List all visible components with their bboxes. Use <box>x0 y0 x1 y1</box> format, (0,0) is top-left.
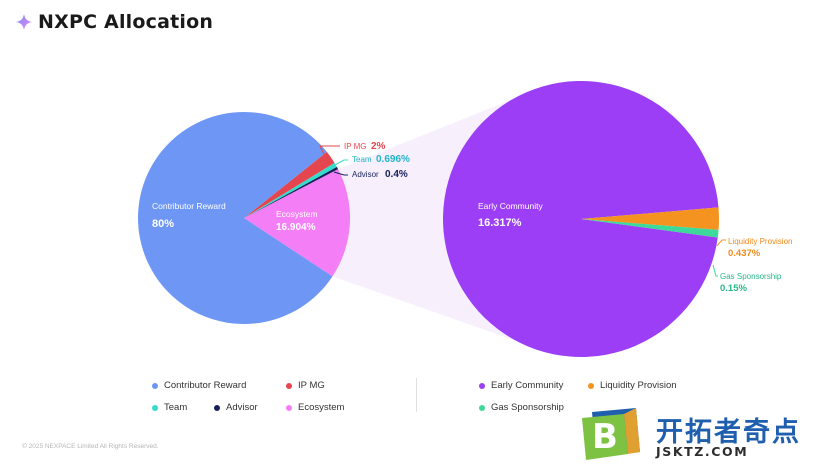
callout-label-liquidity-provision: Liquidity Provision <box>728 237 792 246</box>
legend-label: Liquidity Provision <box>600 380 677 391</box>
callout-value-liquidity-provision: 0.437% <box>728 248 761 259</box>
legend-divider <box>416 378 417 412</box>
slice-label-ecosystem: Ecosystem <box>276 209 318 219</box>
pie-slice-gas-sponsorship <box>581 219 719 238</box>
callout-line-team <box>330 159 348 168</box>
slice-value-contributor-reward: 80% <box>152 218 174 230</box>
pie-slice-team <box>244 162 337 218</box>
pie-slice-liquidity-provision <box>581 207 719 230</box>
legend-item-early-community: Early Community <box>479 380 563 391</box>
callout-label-advisor: Advisor <box>352 170 379 179</box>
pie-slice-ecosystem <box>244 169 351 277</box>
callout-label-team: Team <box>352 155 372 164</box>
slice-label-contributor-reward: Contributor Reward <box>152 201 226 211</box>
callout-line-advisor <box>333 171 348 176</box>
copyright-footer: © 2025 NEXPACE Limited All Rights Reserv… <box>22 443 159 450</box>
legend-dot <box>286 404 292 411</box>
slice-label-early-community: Early Community <box>478 201 543 211</box>
slice-value-ecosystem: 16.904% <box>276 222 316 233</box>
legend-label: Gas Sponsorship <box>491 402 564 413</box>
site-domain: JSKTZ.COM <box>656 444 749 459</box>
callout-label-ip-mg: IP MG <box>344 142 367 151</box>
site-name: 开拓者奇点 <box>656 417 801 448</box>
header: NXPC Allocation <box>16 8 213 36</box>
legend-item-ip-mg: IP MG <box>286 380 325 391</box>
page-title: NXPC Allocation <box>38 11 214 33</box>
legend-dot <box>214 404 220 411</box>
legend-label: Contributor Reward <box>164 380 247 391</box>
site-watermark: B 开拓者奇点 JSKTZ.COM <box>574 406 810 462</box>
sparkle-icon <box>16 14 32 30</box>
legend-item-gas-sponsorship: Gas Sponsorship <box>479 402 564 413</box>
site-logo-icon: B <box>582 408 640 460</box>
callout-value-team: 0.696% <box>376 154 410 165</box>
legend-label: Early Community <box>491 380 564 391</box>
legend-label: IP MG <box>298 380 325 391</box>
legend-dot <box>152 382 158 389</box>
callout-value-advisor: 0.4% <box>385 169 408 180</box>
pie-slice-advisor <box>244 166 339 218</box>
legend-label: Advisor <box>226 402 258 413</box>
allocation-charts: Contributor Reward 80% Ecosystem 16.904% Ear… <box>138 81 792 358</box>
pie-slice-ip-mg <box>244 151 335 218</box>
callout-line-ip-mg <box>319 145 340 159</box>
legend-dot <box>479 404 485 411</box>
legend-dot <box>152 404 158 411</box>
legend-label: Team <box>164 402 188 413</box>
legend-label: Ecosystem <box>298 402 345 413</box>
callout-value-ip-mg: 2% <box>371 141 386 152</box>
legend-item-liquidity-provision: Liquidity Provision <box>588 380 677 391</box>
callout-line-liquidity-provision <box>716 239 726 247</box>
pie-slice-early-community <box>442 81 719 358</box>
legend-dot <box>286 382 292 389</box>
callout-value-gas-sponsorship: 0.15% <box>720 283 747 294</box>
site-logo-letter: B <box>592 417 618 457</box>
legend-item-ecosystem: Ecosystem <box>286 402 344 413</box>
legend-item-team: Team <box>152 402 187 413</box>
slice-value-early-community: 16.317% <box>478 217 522 229</box>
legend-item-contributor-reward: Contributor Reward <box>152 380 246 391</box>
pie-slice-contributor-reward <box>138 111 333 324</box>
legend-item-advisor: Advisor <box>214 402 258 413</box>
legend-dot <box>588 382 594 389</box>
callout-label-gas-sponsorship: Gas Sponsorship <box>720 272 782 281</box>
callout-line-gas-sponsorship <box>712 264 718 277</box>
legend-dot <box>479 382 485 389</box>
